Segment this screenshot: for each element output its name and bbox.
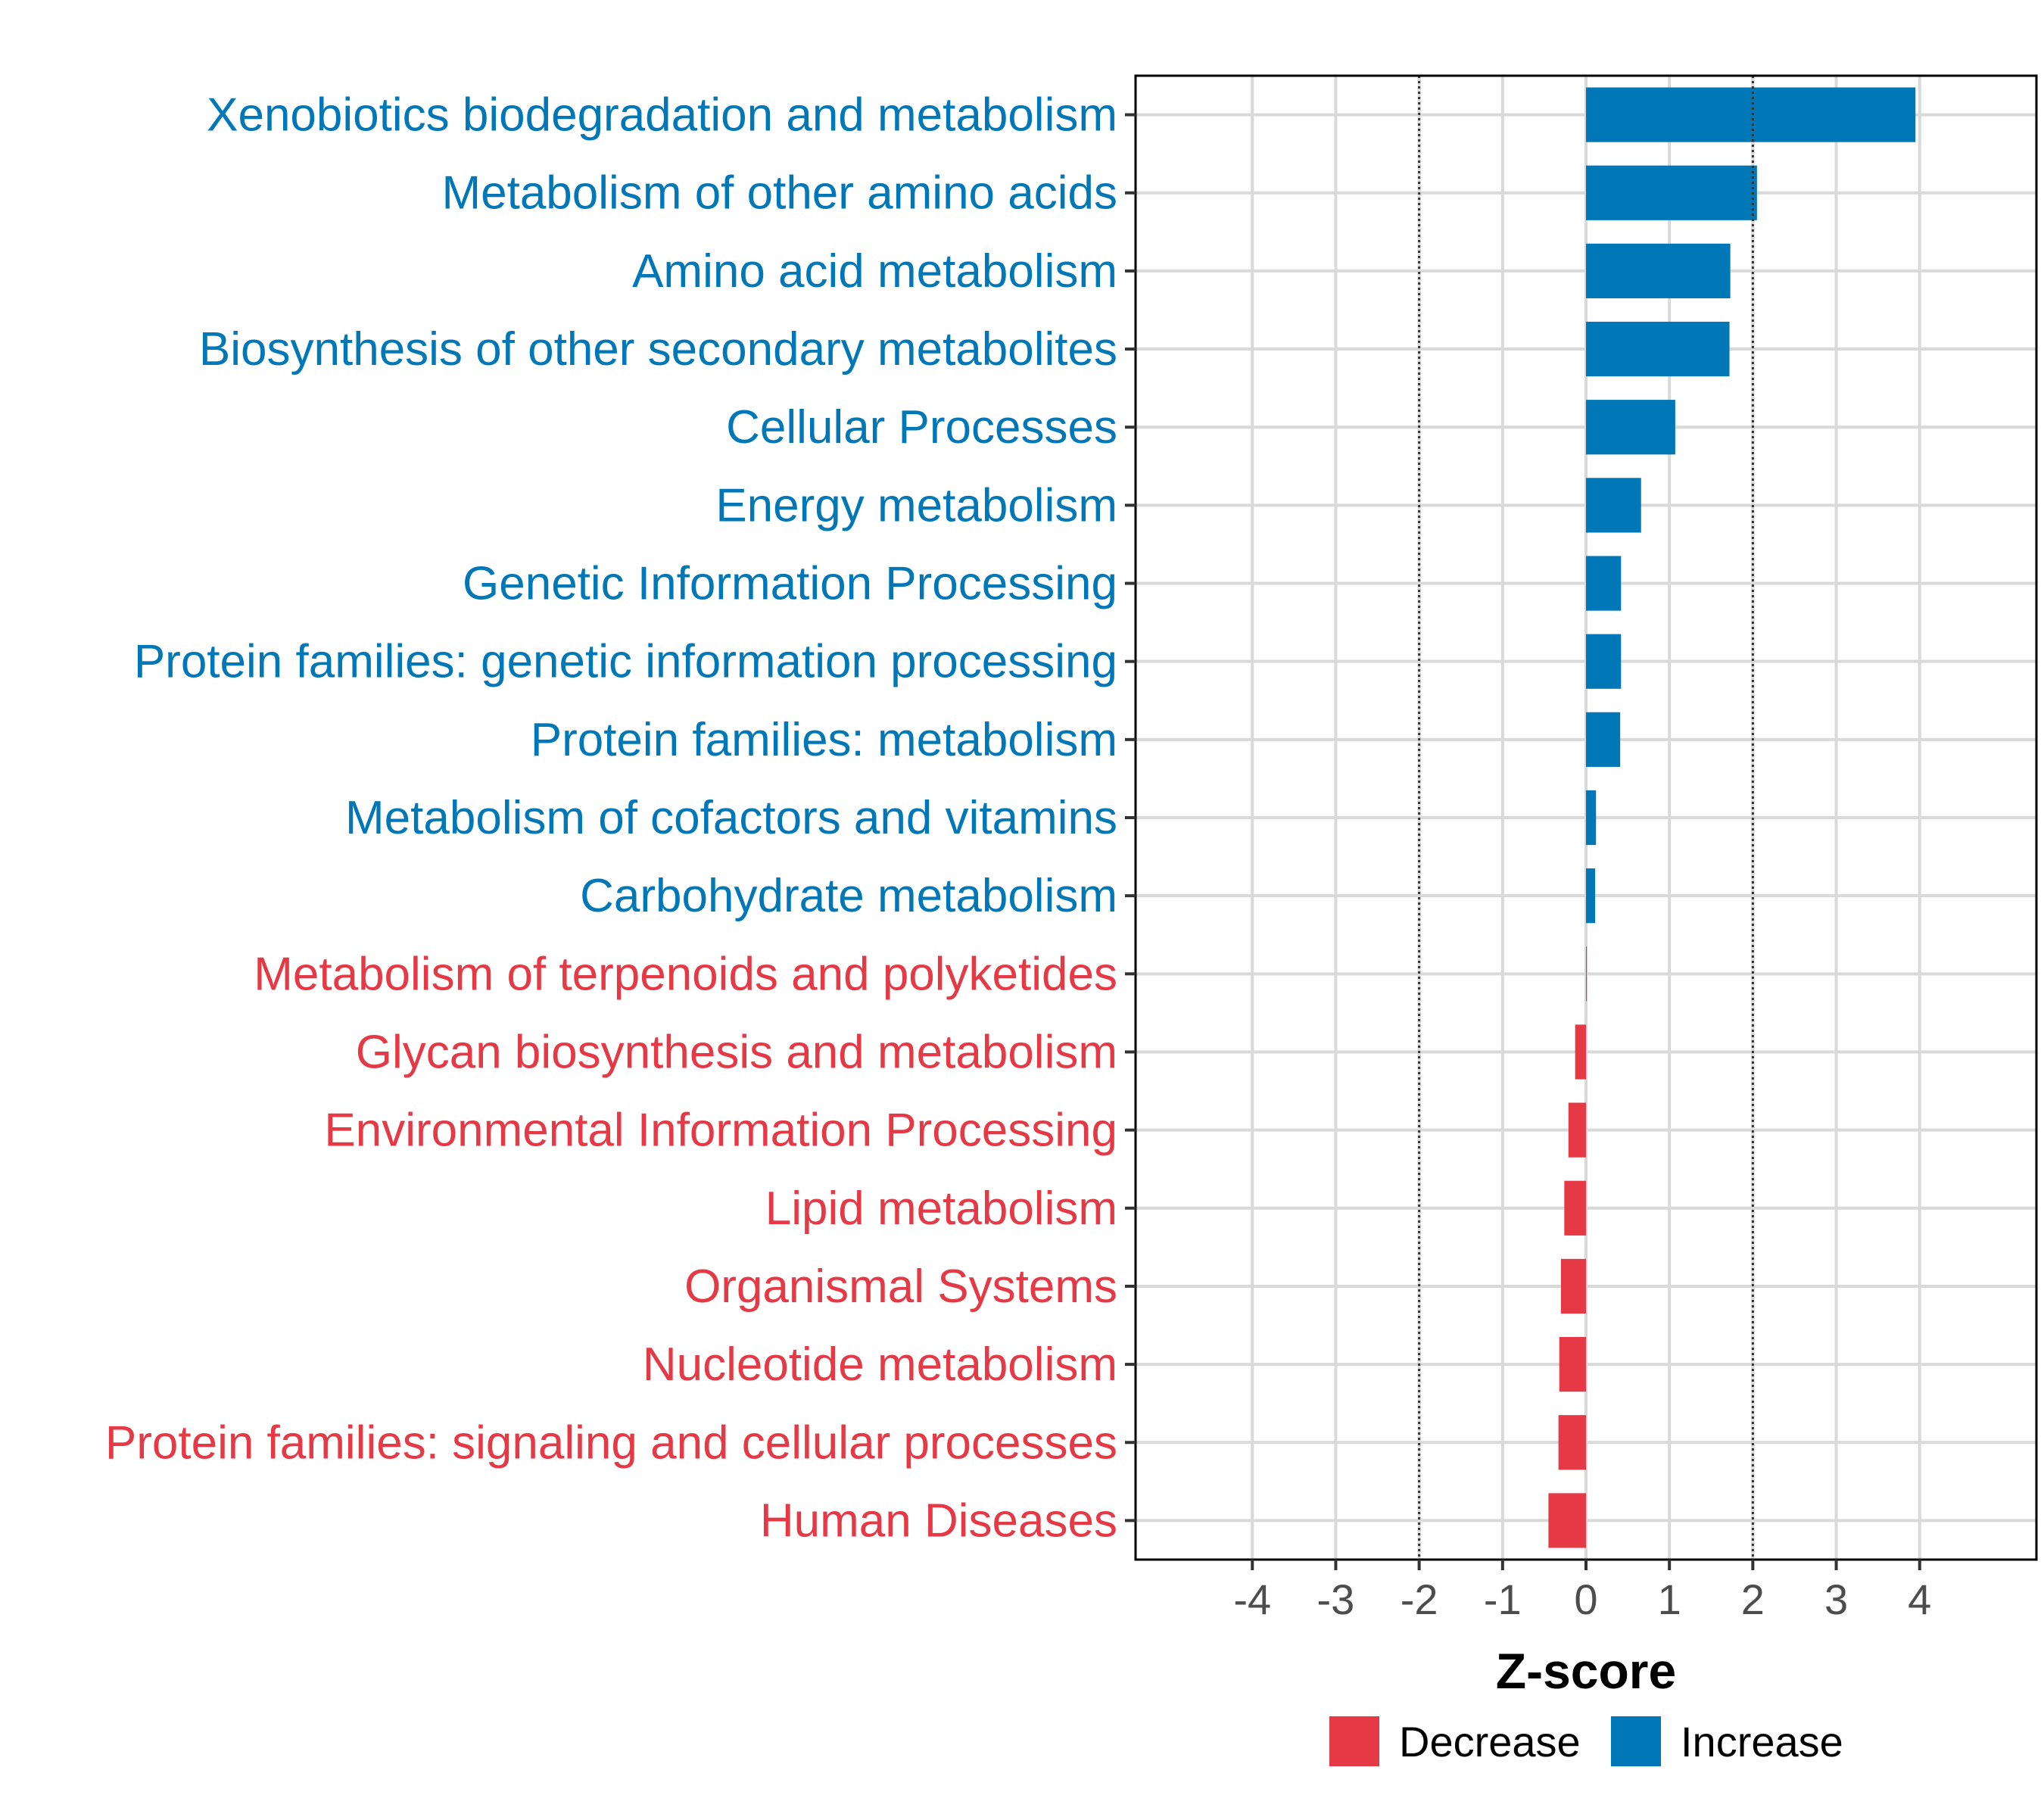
- bar: [1586, 478, 1641, 533]
- x-tick-label: -2: [1401, 1575, 1438, 1623]
- legend: Decrease Increase: [1329, 1716, 1843, 1766]
- x-axis-ticks: -4 -3 -2 -1 0 1 2 3 4: [1233, 1560, 1931, 1623]
- bar: [1586, 868, 1596, 924]
- bar: [1568, 1102, 1586, 1158]
- category-label: Metabolism of terpenoids and polyketides: [254, 948, 1117, 1000]
- x-tick-label: 2: [1741, 1575, 1765, 1623]
- bar: [1586, 243, 1731, 298]
- category-label: Protein families: genetic information pr…: [134, 636, 1117, 688]
- bar: [1586, 556, 1622, 611]
- category-label: Human Diseases: [760, 1494, 1117, 1547]
- x-tick-label: -1: [1484, 1575, 1522, 1623]
- bar: [1558, 1415, 1586, 1470]
- x-tick-label: -3: [1317, 1575, 1355, 1623]
- bar: [1586, 712, 1621, 767]
- category-label: Lipid metabolism: [765, 1183, 1117, 1235]
- bar: [1586, 634, 1622, 689]
- bar: [1548, 1493, 1586, 1548]
- category-label: Protein families: signaling and cellular…: [105, 1417, 1117, 1469]
- x-axis-title: Z-score: [1496, 1643, 1676, 1699]
- legend-swatch-decrease: [1329, 1716, 1379, 1766]
- category-label: Xenobiotics biodegradation and metabolis…: [207, 89, 1117, 142]
- category-label: Nucleotide metabolism: [643, 1339, 1117, 1391]
- y-axis-labels: Xenobiotics biodegradation and metabolis…: [105, 89, 1117, 1547]
- category-label: Environmental Information Processing: [324, 1105, 1117, 1157]
- legend-label-increase: Increase: [1681, 1718, 1843, 1766]
- x-tick-label: 4: [1908, 1575, 1931, 1623]
- bar: [1575, 1024, 1586, 1080]
- x-tick-label: 0: [1574, 1575, 1597, 1623]
- bar: [1586, 400, 1675, 455]
- category-label: Metabolism of other amino acids: [441, 167, 1117, 220]
- bars: [1548, 87, 1916, 1548]
- bar: [1564, 1180, 1586, 1236]
- category-label: Protein families: metabolism: [531, 714, 1117, 766]
- category-label: Genetic Information Processing: [463, 558, 1117, 610]
- bar: [1586, 946, 1588, 1002]
- category-label: Organismal Systems: [684, 1261, 1117, 1313]
- x-tick-label: 1: [1658, 1575, 1681, 1623]
- bar: [1586, 87, 1916, 142]
- category-label: Amino acid metabolism: [632, 245, 1117, 298]
- category-label: Energy metabolism: [715, 479, 1117, 531]
- y-axis-ticks: [1125, 113, 1136, 1522]
- category-label: Cellular Processes: [726, 401, 1117, 453]
- reference-lines: [1418, 76, 1754, 1560]
- legend-label-decrease: Decrease: [1399, 1718, 1581, 1766]
- category-label: Biosynthesis of other secondary metaboli…: [199, 323, 1117, 376]
- bar: [1560, 1258, 1586, 1314]
- bar: [1586, 165, 1757, 220]
- category-label: Glycan biosynthesis and metabolism: [356, 1026, 1117, 1078]
- bar: [1559, 1337, 1586, 1392]
- bar: [1586, 790, 1597, 846]
- legend-swatch-increase: [1611, 1716, 1661, 1766]
- bar: [1586, 321, 1730, 377]
- category-label: Carbohydrate metabolism: [580, 870, 1117, 922]
- x-tick-label: 3: [1824, 1575, 1848, 1623]
- category-label: Metabolism of cofactors and vitamins: [345, 792, 1117, 844]
- x-tick-label: -4: [1233, 1575, 1271, 1623]
